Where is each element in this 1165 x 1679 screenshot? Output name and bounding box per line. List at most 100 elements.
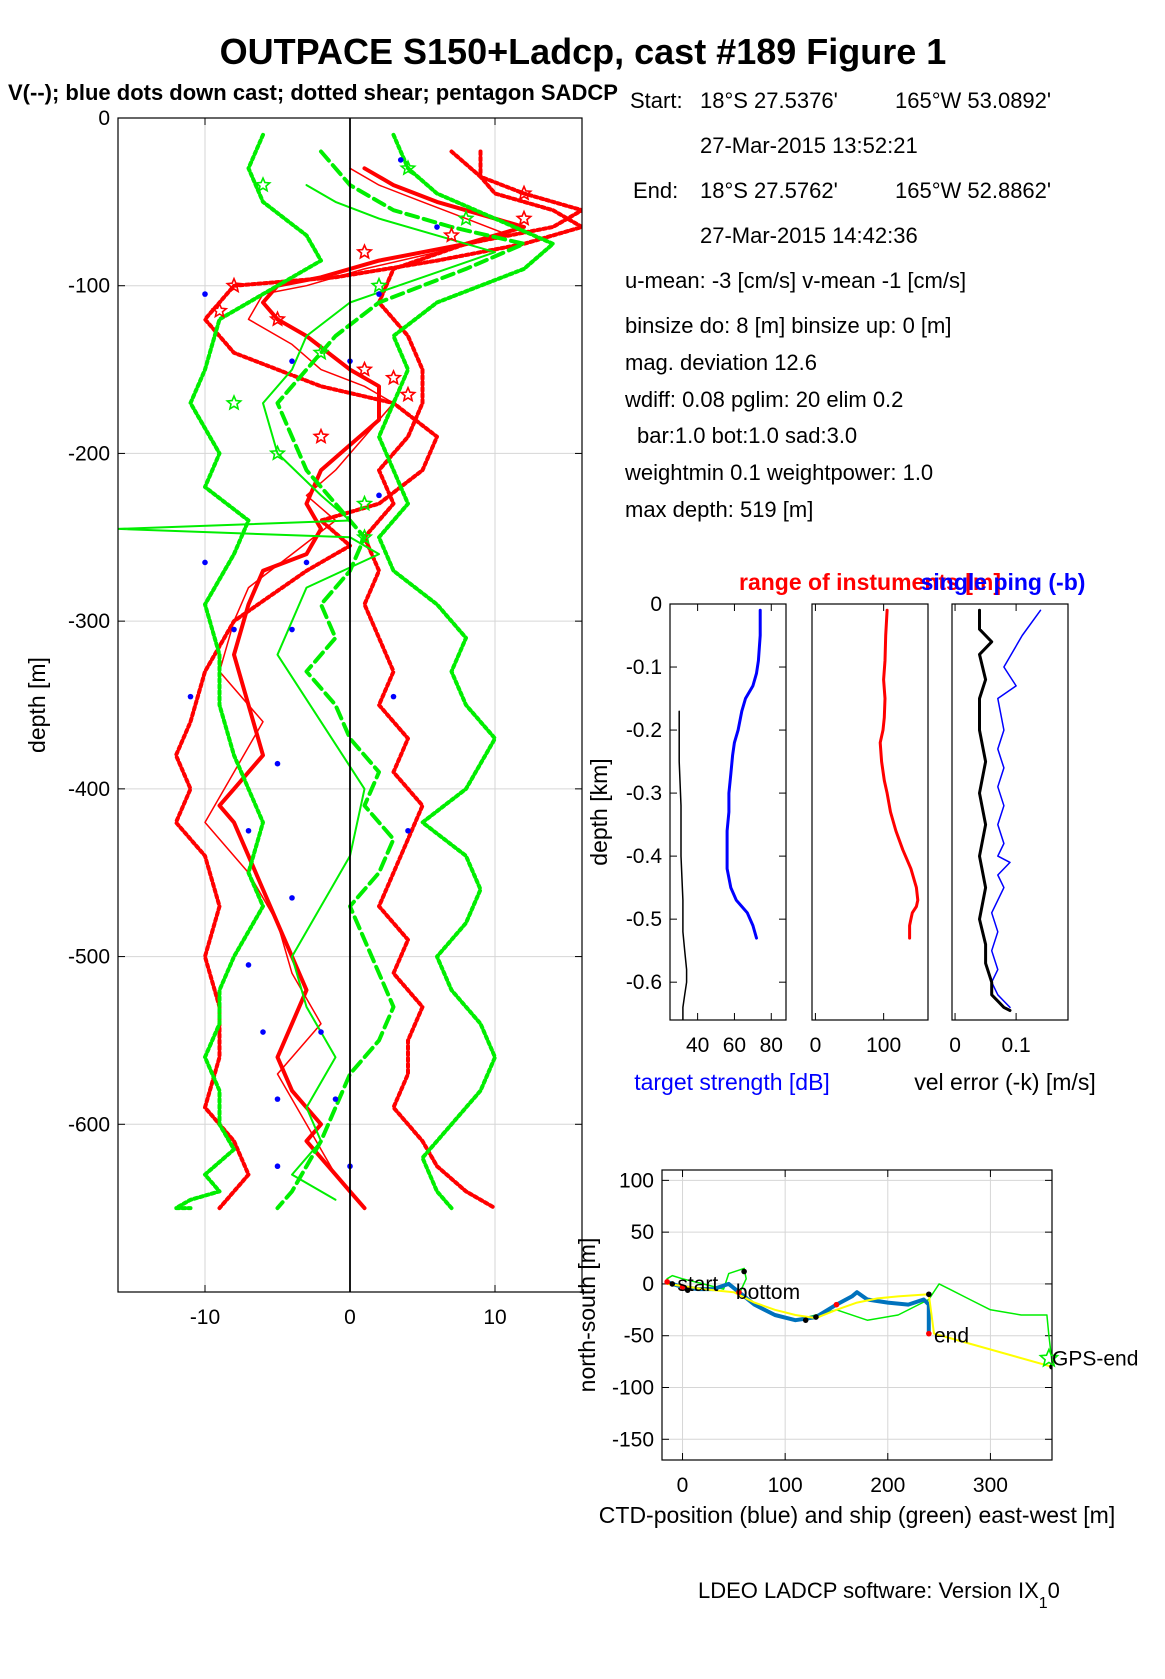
mag-deviation: mag. deviation 12.6 xyxy=(625,350,817,375)
sadcp-u-marker xyxy=(515,184,533,201)
GPS-end-label: GPS-end xyxy=(1052,1348,1138,1371)
x-tick-label: 100 xyxy=(768,1474,803,1497)
y-tick-label: 0 xyxy=(98,107,110,130)
y-tick-label: -300 xyxy=(68,610,110,633)
down-cast-dot xyxy=(187,693,194,700)
sadcp-v-marker xyxy=(457,209,475,226)
down-cast-dot xyxy=(245,827,252,834)
sadcp-u-marker xyxy=(268,310,287,327)
x-tick-label: 60 xyxy=(723,1034,746,1057)
max-depth: max depth: 519 [m] xyxy=(625,497,813,522)
down-cast-dot xyxy=(289,358,295,364)
track-point-dot xyxy=(679,1284,686,1290)
track-point-dot xyxy=(664,1279,670,1285)
y-tick-label: -0.2 xyxy=(626,719,662,742)
x-tick-label: 0.1 xyxy=(1002,1034,1031,1057)
y-tick-label: 0 xyxy=(650,593,662,616)
y-axis-label: north-south [m] xyxy=(574,1238,600,1393)
track-point-dot xyxy=(741,1268,747,1275)
start-time: 27-Mar-2015 13:52:21 xyxy=(700,133,918,158)
blue-series-line xyxy=(725,608,762,940)
sadcp-u-marker xyxy=(399,385,417,403)
y-axis-label: depth [m] xyxy=(24,657,50,753)
sadcp-v-marker xyxy=(355,494,374,512)
down-cast-dot xyxy=(397,157,404,163)
y-tick-label: 100 xyxy=(619,1169,654,1192)
red-series-line xyxy=(362,149,582,1211)
axes-frame xyxy=(661,1169,1053,1461)
track-point-dot xyxy=(1049,1363,1052,1370)
position-chart: 0 100 200 300 100 50 0 -50 -100 -150 start bottom en… xyxy=(574,1169,1138,1528)
x-tick-label: 200 xyxy=(870,1474,905,1497)
down-cast-dot xyxy=(202,291,208,297)
plot-area xyxy=(664,1267,1052,1370)
x-tick-label: -10 xyxy=(190,1306,220,1329)
y-tick-label: -0.5 xyxy=(626,908,662,931)
sadcp-u-marker xyxy=(355,360,374,377)
y-axis-label: depth [km] xyxy=(586,758,612,865)
end-label: end xyxy=(934,1325,969,1348)
down-cast-dot xyxy=(303,559,310,566)
down-cast-dot xyxy=(274,760,281,767)
x-tick-label: 40 xyxy=(686,1034,709,1057)
down-cast-dot xyxy=(289,626,295,633)
instrument-range-chart: 0 100 xyxy=(810,603,929,1057)
red-series-line xyxy=(217,166,526,1211)
bar-bot-sad: bar:1.0 bot:1.0 sad:3.0 xyxy=(637,423,857,448)
start-label: start xyxy=(677,1273,718,1296)
y-tick-label: -0.6 xyxy=(626,971,662,994)
y-tick-label: -400 xyxy=(68,778,110,801)
sadcp-v-marker xyxy=(225,394,243,411)
track-point-dot xyxy=(802,1317,809,1323)
green-series-line xyxy=(275,149,526,1211)
y-tick-label: -600 xyxy=(68,1113,110,1136)
axes-frame xyxy=(951,603,1069,1021)
green-series-line xyxy=(174,132,323,1211)
y-tick-label: -0.3 xyxy=(626,782,662,805)
track-point-dot xyxy=(813,1314,819,1320)
down-cast-dot xyxy=(332,1096,339,1102)
sadcp-u-marker xyxy=(210,301,229,319)
x-tick-label: 0 xyxy=(810,1034,822,1057)
uv-mean: u-mean: -3 [cm/s] v-mean -1 [cm/s] xyxy=(625,268,966,293)
track-point-dot xyxy=(684,1287,691,1293)
plot-area xyxy=(678,608,762,1020)
down-cast-dot xyxy=(245,962,252,968)
bottom-label: bottom xyxy=(736,1281,800,1304)
y-tick-label: 50 xyxy=(631,1221,654,1244)
sadcp-v-marker xyxy=(370,276,388,294)
x-axis-label: CTD-position (blue) and ship (green) eas… xyxy=(599,1502,1115,1528)
y-tick-label: -100 xyxy=(68,275,110,298)
sadcp-v-marker xyxy=(268,444,287,461)
start-lon: 165°W 53.0892' xyxy=(895,88,1051,113)
blue-series-line xyxy=(990,609,1042,1009)
track-point-dot xyxy=(833,1301,840,1308)
x-tick-label: 10 xyxy=(483,1306,506,1329)
x-tick-label: 0 xyxy=(949,1034,961,1057)
down-cast-dot xyxy=(405,827,411,834)
red-series-line xyxy=(174,149,582,1211)
x-tick-label: 300 xyxy=(973,1474,1008,1497)
down-cast-dot xyxy=(376,492,382,499)
x-axis-label: vel error (-k) [m/s] xyxy=(914,1069,1095,1095)
sadcp-u-marker xyxy=(225,276,243,294)
sadcp-v-marker xyxy=(254,176,272,193)
track-point-dot xyxy=(926,1291,932,1298)
end-time: 27-Mar-2015 14:42:36 xyxy=(700,223,918,248)
black-series-line xyxy=(678,710,688,1020)
down-cast-dot xyxy=(434,224,440,230)
down-cast-dot xyxy=(318,1029,324,1035)
single-ping-title: single ping (-b) xyxy=(921,569,1086,595)
x-axis-label: target strength [dB] xyxy=(634,1069,830,1095)
black-series-line xyxy=(978,608,1012,1012)
y-tick-label: 0 xyxy=(642,1273,654,1296)
velocity-error-chart: 0 0.1 vel error (-k) [m/s] xyxy=(914,603,1096,1095)
green-series-line xyxy=(377,132,555,1211)
sadcp-u-marker xyxy=(384,368,403,386)
x-tick-label: 0 xyxy=(344,1306,356,1329)
weight-settings: weightmin 0.1 weightpower: 1.0 xyxy=(624,460,933,485)
sadcp-v-marker xyxy=(399,159,417,176)
down-cast-dot xyxy=(376,291,382,297)
